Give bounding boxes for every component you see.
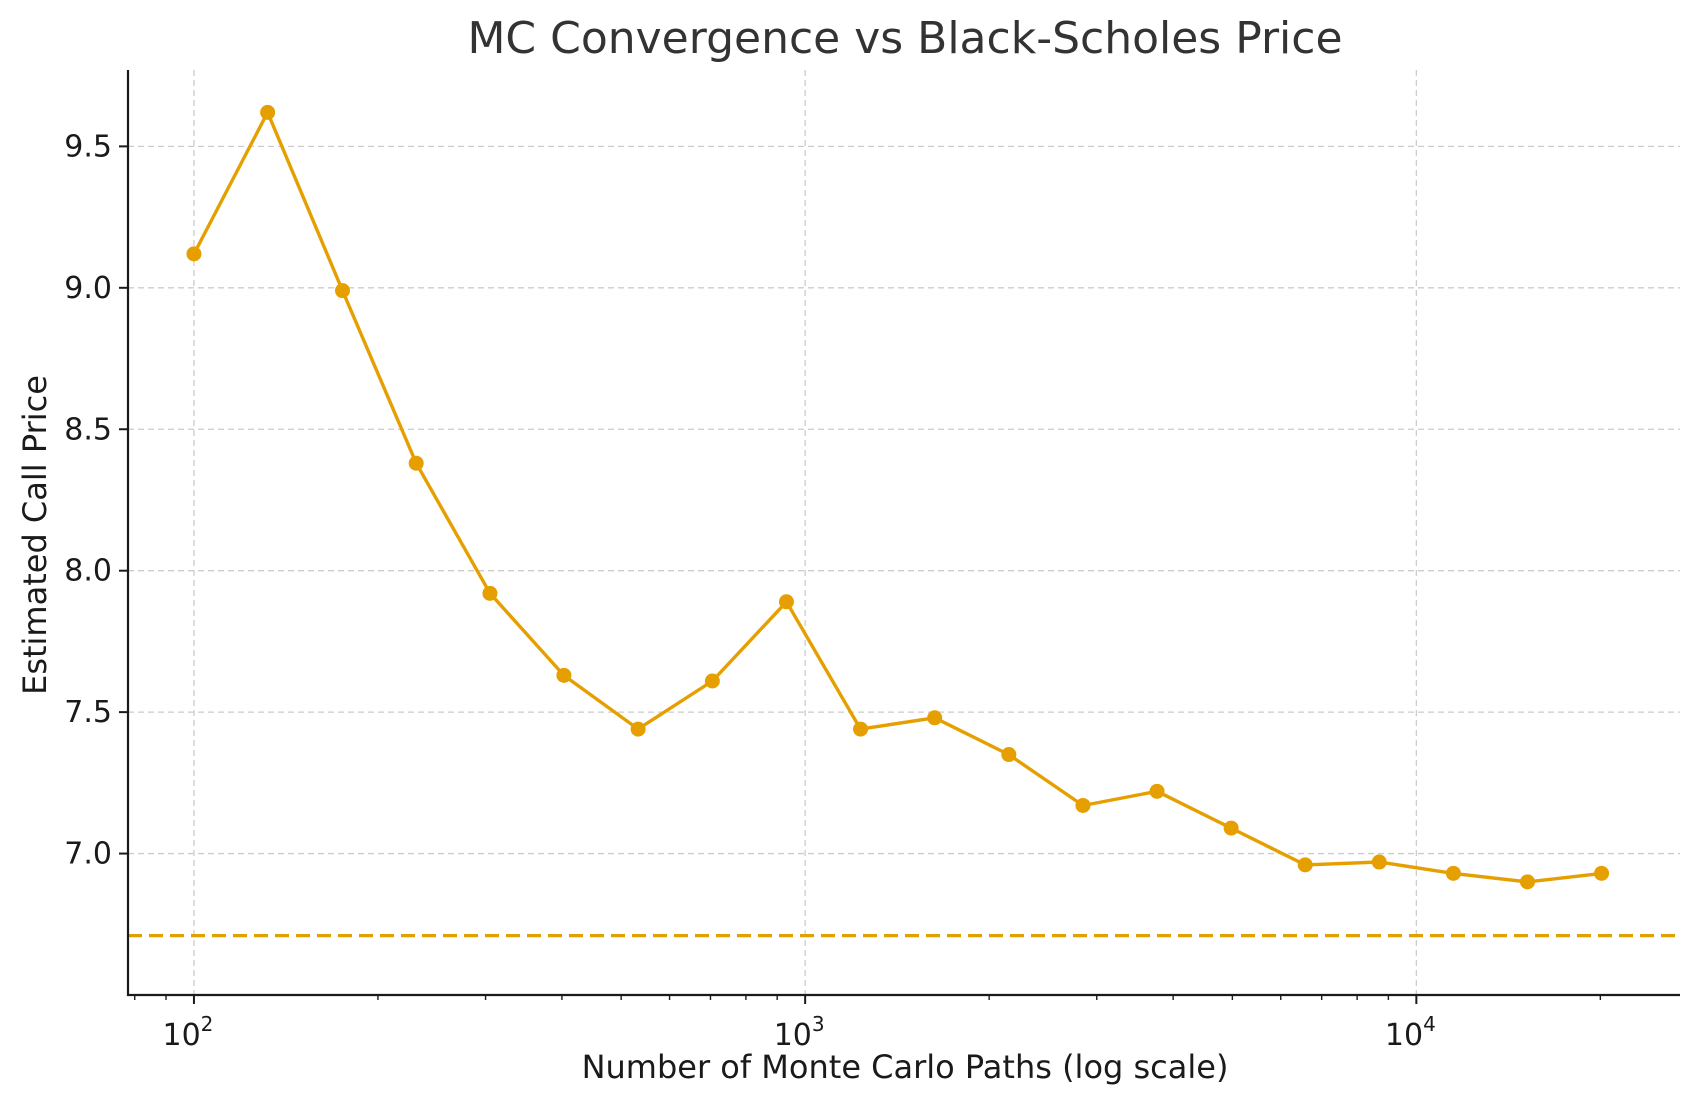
data-point xyxy=(1223,820,1239,836)
data-point xyxy=(1445,865,1461,881)
x-tick-label: 102 xyxy=(162,1012,213,1053)
x-tick-label: 104 xyxy=(1385,1012,1436,1053)
data-point xyxy=(853,721,869,737)
x-tick-label-exponent: 2 xyxy=(201,1012,214,1036)
y-tick-label: 9.5 xyxy=(64,129,112,164)
x-tick-label-base: 10 xyxy=(1385,1018,1423,1053)
data-point xyxy=(334,283,350,299)
chart-title: MC Convergence vs Black-Scholes Price xyxy=(467,13,1342,64)
data-point xyxy=(1001,747,1017,763)
x-tick-label-exponent: 3 xyxy=(812,1012,825,1036)
y-axis-label: Estimated Call Price xyxy=(16,375,54,695)
data-point xyxy=(630,721,646,737)
data-point xyxy=(1297,857,1313,873)
x-tick-label-base: 10 xyxy=(162,1018,200,1053)
data-point xyxy=(704,673,720,689)
data-point xyxy=(408,455,424,471)
data-point xyxy=(482,585,498,601)
data-point xyxy=(1371,854,1387,870)
series-layer xyxy=(186,104,1610,890)
y-tick-label: 8.0 xyxy=(64,554,112,589)
data-point xyxy=(1594,865,1610,881)
data-point xyxy=(556,667,572,683)
y-tick-label: 9.0 xyxy=(64,271,112,306)
data-point xyxy=(186,246,202,262)
axis-spines xyxy=(126,70,1680,997)
y-tick-label: 7.0 xyxy=(64,837,112,872)
data-point xyxy=(260,104,276,120)
data-point xyxy=(1075,797,1091,813)
x-tick-label-base: 10 xyxy=(774,1018,812,1053)
data-point xyxy=(778,594,794,610)
y-tick-label: 8.5 xyxy=(64,412,112,447)
grid-layer xyxy=(128,70,1680,995)
x-tick-label: 103 xyxy=(774,1012,825,1053)
data-point xyxy=(1519,874,1535,890)
data-point xyxy=(927,710,943,726)
y-tick-label: 7.5 xyxy=(64,695,112,730)
x-axis-label: Number of Monte Carlo Paths (log scale) xyxy=(582,1048,1229,1086)
data-point xyxy=(1149,783,1165,799)
series-line xyxy=(192,110,1602,884)
x-tick-label-exponent: 4 xyxy=(1423,1012,1436,1036)
